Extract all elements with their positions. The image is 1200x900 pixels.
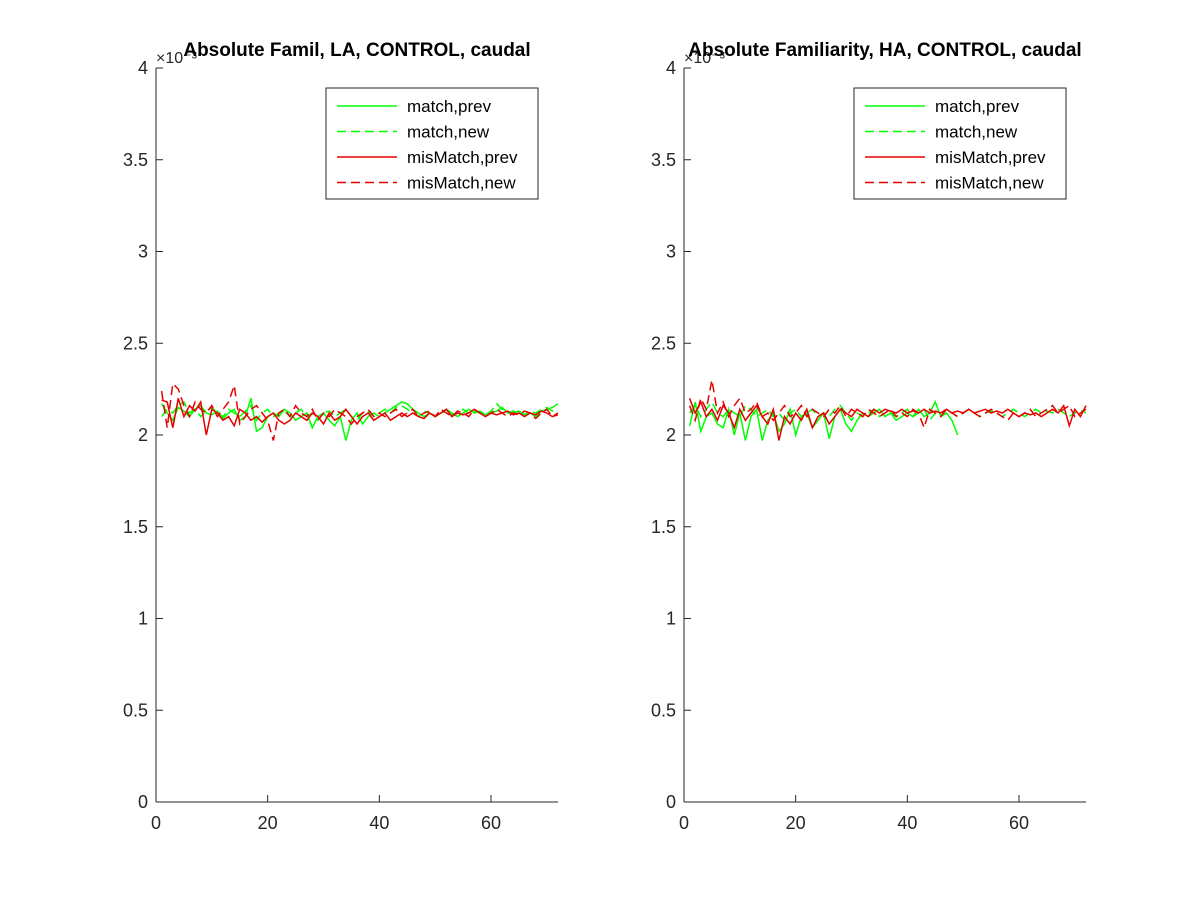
series-line-mismatch-prev bbox=[161, 398, 559, 436]
y-tick-label: 0 bbox=[138, 792, 148, 812]
y-tick-label: 3.5 bbox=[123, 150, 148, 170]
y-tick-label: 2.5 bbox=[651, 333, 676, 353]
y-tick-label: 2 bbox=[138, 425, 148, 445]
series-line-mismatch-new bbox=[688, 379, 1087, 431]
x-tick-label: 40 bbox=[369, 813, 389, 833]
x-tick-label: 0 bbox=[151, 813, 161, 833]
y-tick-label: 4 bbox=[138, 58, 148, 78]
y-tick-label: 2 bbox=[666, 425, 676, 445]
y-exponent-label: ×10⁻³ bbox=[156, 50, 198, 67]
y-tick-label: 2.5 bbox=[123, 333, 148, 353]
legend-label: misMatch,prev bbox=[407, 148, 518, 167]
legend-label: match,new bbox=[935, 123, 1018, 142]
y-tick-label: 3 bbox=[138, 242, 148, 262]
y-tick-label: 0 bbox=[666, 792, 676, 812]
legend-label: match,prev bbox=[407, 97, 492, 116]
x-tick-label: 0 bbox=[679, 813, 689, 833]
y-tick-label: 1.5 bbox=[651, 517, 676, 537]
x-tick-label: 40 bbox=[897, 813, 917, 833]
legend: match,prev match,new misMatch,prev misMatch… bbox=[325, 87, 539, 200]
x-tick-label: 20 bbox=[258, 813, 278, 833]
y-tick-label: 0.5 bbox=[123, 700, 148, 720]
chart-title: Absolute Famil, LA, CONTROL, caudal bbox=[183, 40, 530, 61]
series-line-mismatch-new bbox=[160, 381, 559, 441]
x-tick-label: 60 bbox=[1009, 813, 1029, 833]
chart-title: Absolute Familiarity, HA, CONTROL, cauda… bbox=[688, 40, 1081, 61]
x-tick-label: 60 bbox=[481, 813, 501, 833]
series-line-match-new bbox=[161, 400, 559, 422]
y-tick-label: 1 bbox=[666, 609, 676, 629]
legend-label: misMatch,new bbox=[407, 174, 516, 193]
x-tick-label: 20 bbox=[786, 813, 806, 833]
y-tick-label: 0.5 bbox=[651, 700, 676, 720]
y-tick-label: 4 bbox=[666, 58, 676, 78]
y-exponent-label: ×10⁻³ bbox=[684, 50, 726, 67]
legend-label: misMatch,prev bbox=[935, 148, 1046, 167]
y-tick-label: 3 bbox=[666, 242, 676, 262]
legend-label: match,prev bbox=[935, 97, 1020, 116]
legend-label: match,new bbox=[407, 123, 490, 142]
legend-label: misMatch,new bbox=[935, 174, 1044, 193]
y-tick-label: 1.5 bbox=[123, 517, 148, 537]
y-tick-label: 3.5 bbox=[651, 150, 676, 170]
y-tick-label: 1 bbox=[138, 609, 148, 629]
legend: match,prev match,new misMatch,prev misMatch… bbox=[853, 87, 1067, 200]
